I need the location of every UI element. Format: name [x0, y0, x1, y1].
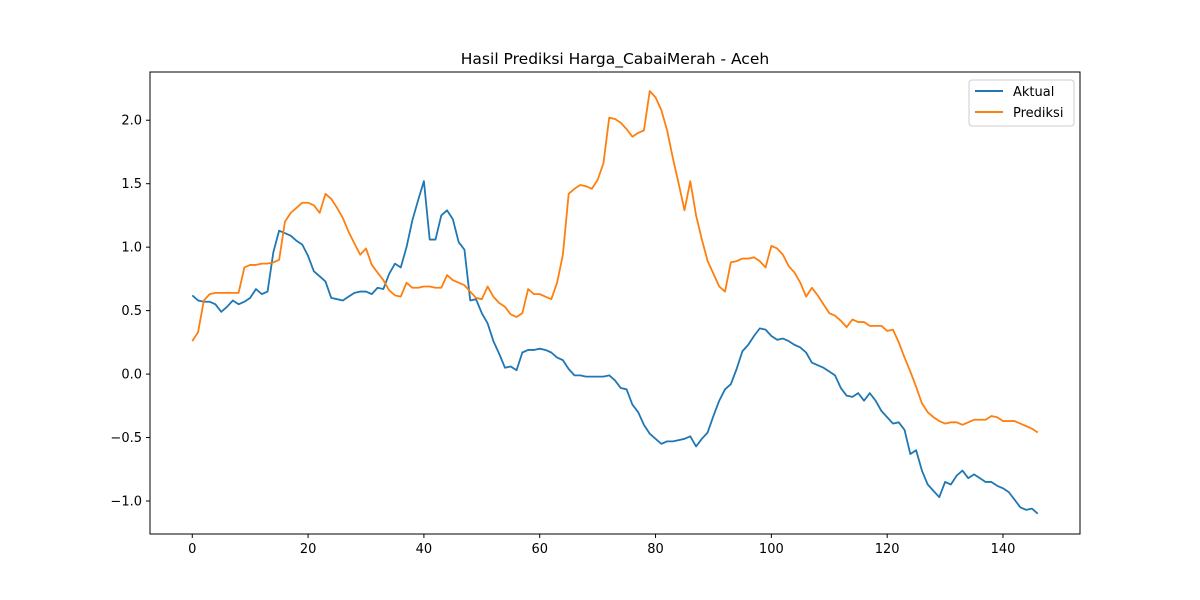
y-tick-label: 1.5 [121, 177, 142, 192]
x-tick-label: 0 [188, 542, 196, 557]
x-axis: 0 20 40 60 80 100 120 140 [188, 534, 1015, 557]
y-tick-label: 1.0 [121, 241, 142, 256]
y-tick-label: 2.0 [121, 114, 142, 129]
y-tick-label: 0.0 [121, 368, 142, 383]
y-tick-label: −1.0 [110, 495, 142, 510]
series-line-prediksi [191, 90, 1039, 434]
series-line-aktual [191, 180, 1039, 515]
x-tick-label: 140 [991, 542, 1016, 557]
chart-title: Hasil Prediksi Harga_CabaiMerah - Aceh [461, 50, 769, 69]
legend-label-aktual: Aktual [1013, 85, 1054, 100]
x-tick-label: 80 [647, 542, 664, 557]
x-tick-label: 120 [875, 542, 900, 557]
y-axis: −1.0 −0.5 0.0 0.5 1.0 1.5 2.0 [110, 114, 150, 510]
x-tick-label: 40 [416, 542, 433, 557]
x-tick-label: 20 [300, 542, 317, 557]
plot-lines [191, 90, 1039, 515]
legend: Aktual Prediksi [968, 79, 1075, 127]
y-tick-label: −0.5 [110, 431, 142, 446]
y-tick-label: 0.5 [121, 304, 142, 319]
x-tick-label: 60 [531, 542, 548, 557]
plot-frame [149, 71, 1081, 535]
x-tick-label: 100 [759, 542, 784, 557]
legend-label-prediksi: Prediksi [1013, 106, 1063, 121]
